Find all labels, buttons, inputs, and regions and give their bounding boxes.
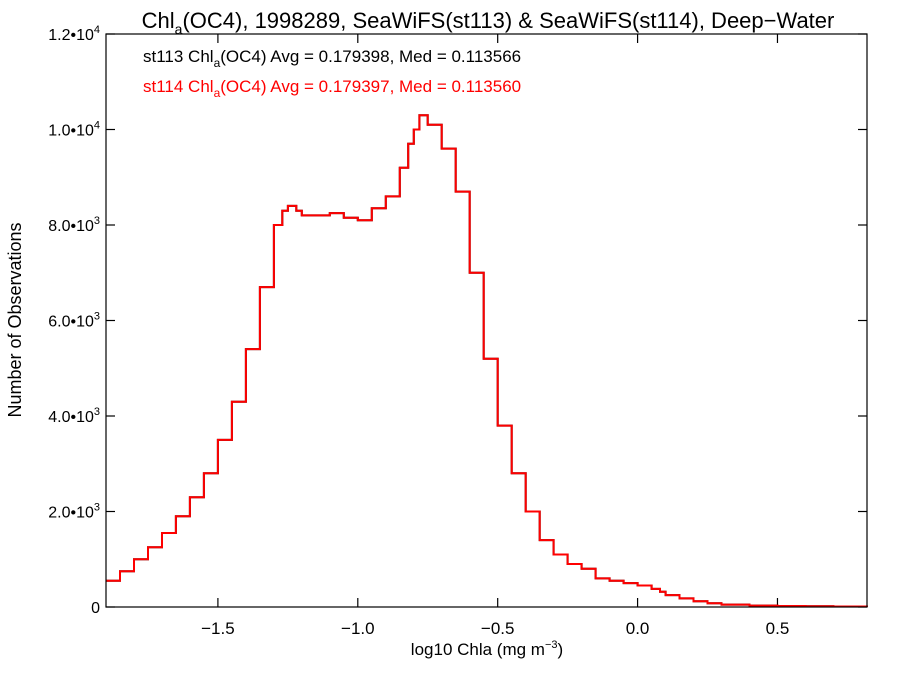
- x-tick-label: −1.5: [201, 619, 235, 638]
- y-tick-label: 8.0•103: [48, 215, 100, 235]
- y-tick-label: 1.2•104: [48, 24, 100, 44]
- series-st114-line: [106, 114, 868, 608]
- x-tick-label: 0.5: [766, 619, 790, 638]
- y-axis-label: Number of Observations: [5, 222, 25, 417]
- y-tick-label: 1.0•104: [48, 120, 100, 140]
- x-tick-label: 0.0: [626, 619, 650, 638]
- st113-stats-annotation: st113 Chla(OC4) Avg = 0.179398, Med = 0.…: [143, 47, 521, 70]
- y-tick-label: 2.0•103: [48, 502, 100, 522]
- x-tick-label: −1.0: [341, 619, 375, 638]
- x-tick-label: −0.5: [481, 619, 515, 638]
- chart-title: Chla(OC4), 1998289, SeaWiFS(st113) & Sea…: [142, 8, 835, 37]
- y-tick-label: 0: [91, 600, 100, 617]
- x-axis-label: log10 Chla (mg m−3): [411, 639, 563, 659]
- series-layer: [106, 114, 868, 608]
- axis-ticks: −1.5 −1.0 −0.5 0.0 0.5 0 2.0•103 4.0•103 6.0•103…: [48, 24, 867, 638]
- y-tick-label: 6.0•103: [48, 311, 100, 331]
- st114-stats-annotation: st114 Chla(OC4) Avg = 0.179397, Med = 0.…: [143, 77, 521, 100]
- plot-frame: [105, 33, 868, 608]
- y-tick-label: 4.0•103: [48, 406, 100, 426]
